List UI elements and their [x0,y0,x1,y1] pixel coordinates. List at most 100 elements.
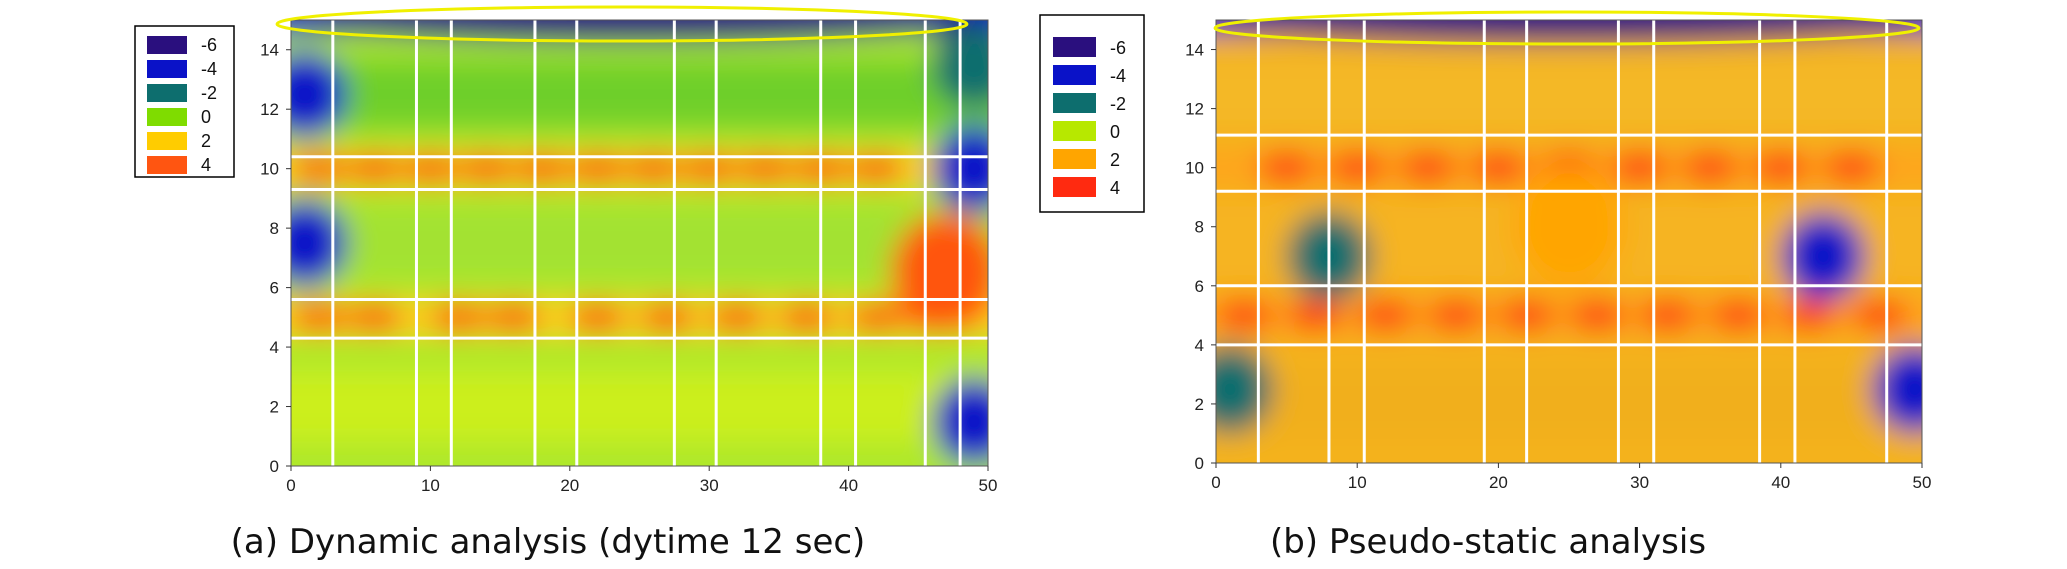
y-tick-label: 12 [1185,100,1204,119]
y-tick-label: 10 [260,160,279,179]
legend-swatch [147,60,187,78]
legend-swatch [147,132,187,150]
caption-a: (a) Dynamic analysis (dytime 12 sec) [231,522,866,562]
highlight-ellipse-b [1213,10,1921,46]
y-tick-label: 6 [270,279,279,298]
heatmap-hotspot [1329,152,1386,183]
legend-swatch [147,84,187,102]
heatmap-cold-spot [291,20,988,42]
heatmap-hotspot [848,153,905,184]
heatmap-hotspot [709,302,766,333]
y-tick-label: 4 [1195,336,1204,355]
panel-b: -6 -4 -2 0 2 4 0 10 20 30 40 50 0 2 4 6 8 10 12 14 (b) Pse… [1039,10,1932,562]
heatmap-b [1216,20,1922,463]
caption-b: (b) Pseudo-static analysis [1270,522,1706,562]
legend-b: -6 -4 -2 0 2 4 [1039,14,1145,213]
heatmap-hotspot [486,302,543,333]
heatmap-hotspot [1428,300,1485,331]
heatmap-hotspot [1752,152,1809,183]
heatmap-hotspot [681,153,738,184]
panel-a: -6 -4 -2 0 2 4 0 10 20 30 40 50 0 2 4 6 8 10 12 14 (a) Dyn… [134,5,998,562]
y-tick-label: 14 [260,41,279,60]
y-tick-label: 2 [270,398,279,417]
heatmap-warm-region [1514,166,1624,287]
x-tick-label: 40 [839,476,858,495]
heatmap-band [291,371,988,442]
heatmap-hotspot [848,302,905,333]
legend-label: -6 [1110,38,1126,58]
heatmap-band [291,208,988,278]
legend-label: 0 [201,107,211,127]
y-tick-label: 6 [1195,277,1204,296]
x-tick-label: 40 [1771,473,1790,492]
heatmap-hotspot [1216,300,1273,331]
heatmap-hotspot [1639,300,1696,331]
x-tick-label: 50 [979,476,998,495]
highlight-ellipse-a [275,5,969,43]
heatmap-band [291,59,988,130]
heatmap-a [291,20,988,466]
y-tick-label: 10 [1185,159,1204,178]
legend-a: -6 -4 -2 0 2 4 [134,25,235,178]
x-tick-label: 20 [1489,473,1508,492]
heatmap-warm-region [891,212,988,333]
heatmap-hotspot [1682,152,1739,183]
x-tick-label: 50 [1913,473,1932,492]
legend-label: 2 [1110,150,1120,170]
heatmap-hotspot [1569,300,1626,331]
heatmap-cold-spot [932,377,988,466]
heatmap-hotspot [569,153,626,184]
heatmap-cold-spot [932,124,988,213]
heatmap-hotspot [1470,152,1527,183]
legend-label: 4 [201,155,211,175]
legend-label: 2 [201,131,211,151]
legend-swatch [147,36,187,54]
heatmap-hotspot [1781,300,1838,331]
plot-a-frame [290,19,989,467]
legend-swatch [1053,149,1096,169]
heatmap-hotspot [569,302,626,333]
heatmap-hotspot [346,302,403,333]
legend-label: -2 [201,83,217,103]
x-tick-label: 10 [1348,473,1367,492]
heatmap-band [1216,368,1922,439]
heatmap-hotspot [1286,300,1343,331]
heatmap-hotspot [1611,152,1668,183]
x-tick-label: 30 [1630,473,1649,492]
y-tick-label: 8 [270,219,279,238]
legend-swatch [1053,121,1096,141]
heatmap-cold-spot [932,20,988,109]
heatmap-cold-spot [1216,20,1922,42]
legend-label: 4 [1110,178,1120,198]
heatmap-cold-spot [1781,212,1866,301]
legend-swatch [1053,65,1096,85]
legend-label: -2 [1110,94,1126,114]
y-tick-label: 14 [1185,41,1204,60]
heatmap-hotspot [1399,152,1456,183]
heatmap-hotspot [1258,152,1315,183]
y-tick-label: 0 [1195,454,1204,473]
heatmap-hotspot [1823,152,1880,183]
legend-label: -6 [201,35,217,55]
y-tick-label: 8 [1195,218,1204,237]
legend-swatch [147,108,187,126]
heatmap-hotspot [513,153,570,184]
x-tick-label: 0 [1211,473,1220,492]
plot-b-frame [1215,19,1923,464]
legend-label: -4 [1110,66,1126,86]
x-tick-label: 10 [421,476,440,495]
heatmap-cold-spot [291,50,347,139]
heatmap-hotspot [778,302,835,333]
x-tick-label: 30 [700,476,719,495]
legend-label: -4 [201,59,217,79]
heatmap-cold-spot [291,199,347,287]
legend-label: 0 [1110,122,1120,142]
heatmap-hotspot [430,302,487,333]
x-tick-label: 0 [286,476,295,495]
heatmap-hotspot [1710,300,1767,331]
legend-swatch [147,156,187,174]
heatmap-hotspot [346,153,403,184]
heatmap-hotspot [1851,300,1908,331]
heatmap-hotspot [458,153,515,184]
